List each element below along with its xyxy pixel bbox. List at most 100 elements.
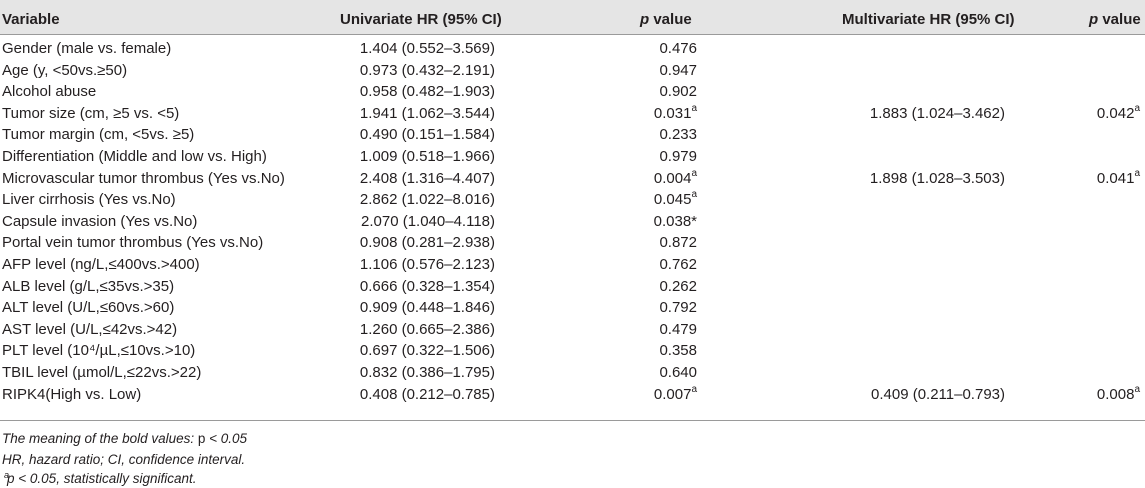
cell-univariate-hr-text: 2.862 (1.022–8.016) — [359, 191, 495, 209]
header-multivariate-p-value: p value — [1089, 11, 1141, 29]
header-multivariate-p-rest: value — [1098, 11, 1141, 28]
cell-multivariate-p-significance-marker: a — [1134, 383, 1140, 395]
cell-univariate-p: 0.045a — [600, 190, 697, 209]
table-row: AST level (U/L,≤42vs.>42) 1.260 (0.665–2.… — [0, 319, 1145, 341]
cell-univariate-hr: 0.408 (0.212–0.785) — [340, 385, 495, 404]
table-header: Variable Univariate HR (95% CI) p value … — [0, 0, 1145, 34]
cell-variable-text: Tumor size (cm, ≥5 vs. <5) — [2, 104, 180, 122]
cell-variable: Liver cirrhosis (Yes vs.No) — [2, 190, 176, 209]
cell-univariate-hr: 2.862 (1.022–8.016) — [340, 190, 495, 209]
cell-variable-text: AST level (U/L,≤42vs.>42) — [2, 320, 178, 338]
cell-univariate-p: 0.358 — [600, 341, 697, 360]
cell-univariate-hr: 0.909 (0.448–1.846) — [340, 298, 495, 317]
cell-variable: RIPK4(High vs. Low) — [2, 385, 141, 404]
cell-univariate-p: 0.979 — [600, 147, 697, 166]
cell-multivariate-p: 0.008a — [1040, 383, 1140, 404]
cell-univariate-p-text: 0.233 — [659, 126, 697, 144]
cell-variable: ALT level (U/L,≤60vs.>60) — [2, 298, 174, 317]
table-row: Tumor size (cm, ≥5 vs. <5) 1.941 (1.062–3… — [0, 103, 1145, 125]
cell-variable-text: Liver cirrhosis (Yes vs.No) — [2, 191, 176, 209]
cell-variable: Age (y, <50vs.≥50) — [2, 61, 127, 80]
header-univariate-p-rest: value — [649, 11, 692, 28]
cell-univariate-hr-text: 1.009 (0.518–1.966) — [359, 148, 495, 165]
header-variable: Variable — [2, 11, 60, 28]
header-univariate-p-value: p value — [640, 11, 692, 29]
cell-univariate-p: 0.872 — [600, 233, 697, 252]
table-row: Microvascular tumor thrombus (Yes vs.No)… — [0, 168, 1145, 190]
cell-univariate-hr-text: 2.408 (1.316–4.407) — [359, 169, 495, 187]
cell-variable: AST level (U/L,≤42vs.>42) — [2, 320, 177, 339]
table-row: Capsule invasion (Yes vs.No) 2.070 (1.040… — [0, 211, 1145, 233]
cell-univariate-p-significance-marker: a — [691, 167, 697, 179]
header-multivariate-hr: Multivariate HR (95% CI) — [842, 11, 1015, 28]
header-univariate-hr: Univariate HR (95% CI) — [340, 11, 502, 28]
cell-multivariate-p-text: 0.042 — [1096, 104, 1135, 122]
cell-multivariate-p-significance-marker: a — [1134, 167, 1140, 179]
cell-univariate-p: 0.007a — [600, 383, 697, 404]
cell-variable: ALB level (g/L,≤35vs.>35) — [2, 277, 174, 296]
table-row: Alcohol abuse 0.958 (0.482–1.903) 0.902 — [0, 81, 1145, 103]
cell-univariate-hr: 2.408 (1.316–4.407) — [340, 169, 495, 188]
table-row: Age (y, <50vs.≥50) 0.973 (0.432–2.191) 0.9… — [0, 60, 1145, 82]
header-multivariate-p-italic: p — [1089, 11, 1099, 28]
cell-variable-text: Alcohol abuse — [2, 83, 97, 101]
cell-variable: Tumor margin (cm, <5vs. ≥5) — [2, 125, 194, 144]
footnote-significance: ap < 0.05, statistically significant. — [2, 470, 197, 488]
cell-variable: Differentiation (Middle and low vs. High… — [2, 147, 267, 166]
cell-variable-text: ALT level (U/L,≤60vs.>60) — [2, 299, 175, 317]
cell-univariate-p-text: 0.031 — [653, 104, 692, 122]
cell-univariate-p-text: 0.007 — [653, 385, 692, 403]
cell-multivariate-p: 0.041a — [1040, 167, 1140, 188]
cell-univariate-hr-text: 1.260 (0.665–2.386) — [359, 320, 495, 338]
cell-univariate-p-text: 0.045 — [653, 191, 692, 209]
cell-variable-text: Gender (male vs. female) — [2, 40, 172, 57]
table-bottom-rule — [0, 420, 1145, 421]
cell-univariate-p: 0.902 — [600, 82, 697, 101]
cell-univariate-hr-text: 0.973 (0.432–2.191) — [359, 61, 495, 79]
cell-univariate-p: 0.004a — [600, 167, 697, 188]
cell-variable: Gender (male vs. female) — [2, 39, 171, 58]
cell-multivariate-hr: 1.883 (1.024–3.462) — [850, 104, 1005, 123]
cell-univariate-hr: 1.106 (0.576–2.123) — [340, 255, 495, 274]
cell-univariate-p-text: 0.476 — [659, 40, 697, 57]
cell-univariate-hr: 1.404 (0.552–3.569) — [340, 39, 495, 58]
cell-multivariate-hr-text: 1.898 (1.028–3.503) — [869, 169, 1005, 187]
cell-univariate-hr: 2.070 (1.040–4.118) — [340, 212, 495, 231]
cell-variable-text: RIPK4(High vs. Low) — [2, 385, 142, 403]
cell-univariate-p-text: 0.262 — [659, 277, 697, 295]
cell-univariate-p-text: 0.358 — [659, 342, 697, 360]
cell-univariate-hr: 1.260 (0.665–2.386) — [340, 320, 495, 339]
cell-univariate-hr-text: 0.908 (0.281–2.938) — [359, 234, 495, 252]
cell-variable: TBIL level (µmol/L,≤22vs.>22) — [2, 363, 201, 382]
cell-variable-text: ALB level (g/L,≤35vs.>35) — [2, 277, 175, 295]
cell-variable-text: PLT level (10⁴/µL,≤10vs.>10) — [2, 342, 196, 360]
cell-variable-text: TBIL level (µmol/L,≤22vs.>22) — [2, 364, 202, 381]
cell-variable: AFP level (ng/L,≤400vs.>400) — [2, 255, 200, 274]
cell-multivariate-hr: 0.409 (0.211–0.793) — [850, 385, 1005, 404]
cell-univariate-hr-text: 0.832 (0.386–1.795) — [359, 364, 495, 381]
table-row: Portal vein tumor thrombus (Yes vs.No) 0.… — [0, 232, 1145, 254]
cell-variable: Capsule invasion (Yes vs.No) — [2, 212, 197, 231]
cell-univariate-p: 0.792 — [600, 298, 697, 317]
cell-univariate-p-text: 0.762 — [659, 256, 697, 273]
cell-variable-text: Tumor margin (cm, <5vs. ≥5) — [2, 126, 195, 144]
table-row: ALT level (U/L,≤60vs.>60) 0.909 (0.448–1.… — [0, 297, 1145, 319]
footnote-significance-p: p — [7, 471, 15, 486]
cell-univariate-p: 0.479 — [600, 320, 697, 339]
footnote-bold-values: The meaning of the bold values: p < 0.05 — [2, 431, 247, 447]
cell-univariate-hr-text: 0.666 (0.328–1.354) — [359, 277, 495, 295]
cell-univariate-hr-text: 2.070 (1.040–4.118) — [361, 212, 495, 230]
cell-variable-text: Microvascular tumor thrombus (Yes vs.No) — [2, 169, 285, 187]
table-row: AFP level (ng/L,≤400vs.>400) 1.106 (0.576… — [0, 254, 1145, 276]
cell-univariate-hr: 0.832 (0.386–1.795) — [340, 363, 495, 382]
header-univariate-p-italic: p — [640, 11, 650, 28]
cell-univariate-p: 0.262 — [600, 277, 697, 296]
cell-variable: Microvascular tumor thrombus (Yes vs.No) — [2, 169, 285, 188]
cell-univariate-hr-text: 0.490 (0.151–1.584) — [359, 126, 495, 144]
cell-univariate-p-significance-marker: a — [691, 383, 697, 395]
table-row: PLT level (10⁴/µL,≤10vs.>10) 0.697 (0.322… — [0, 340, 1145, 362]
cell-variable-text: Portal vein tumor thrombus (Yes vs.No) — [2, 234, 264, 252]
header-rule — [0, 34, 1145, 35]
cell-univariate-p-text: 0.640 — [659, 364, 697, 381]
cell-multivariate-hr-text: 0.409 (0.211–0.793) — [871, 385, 1005, 403]
